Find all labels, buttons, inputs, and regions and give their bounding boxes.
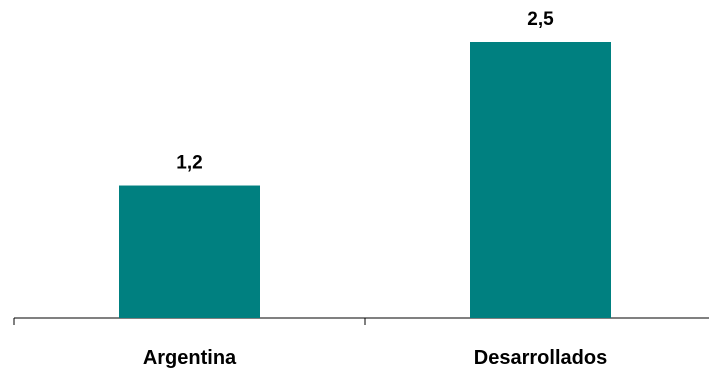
category-label-desarrollados: Desarrollados bbox=[474, 347, 607, 369]
bar-desarrollados bbox=[470, 42, 611, 318]
value-label-desarrollados: 2,5 bbox=[527, 9, 554, 30]
bar-argentina bbox=[119, 185, 260, 318]
category-label-argentina: Argentina bbox=[143, 347, 237, 369]
value-label-argentina: 1,2 bbox=[176, 153, 202, 174]
